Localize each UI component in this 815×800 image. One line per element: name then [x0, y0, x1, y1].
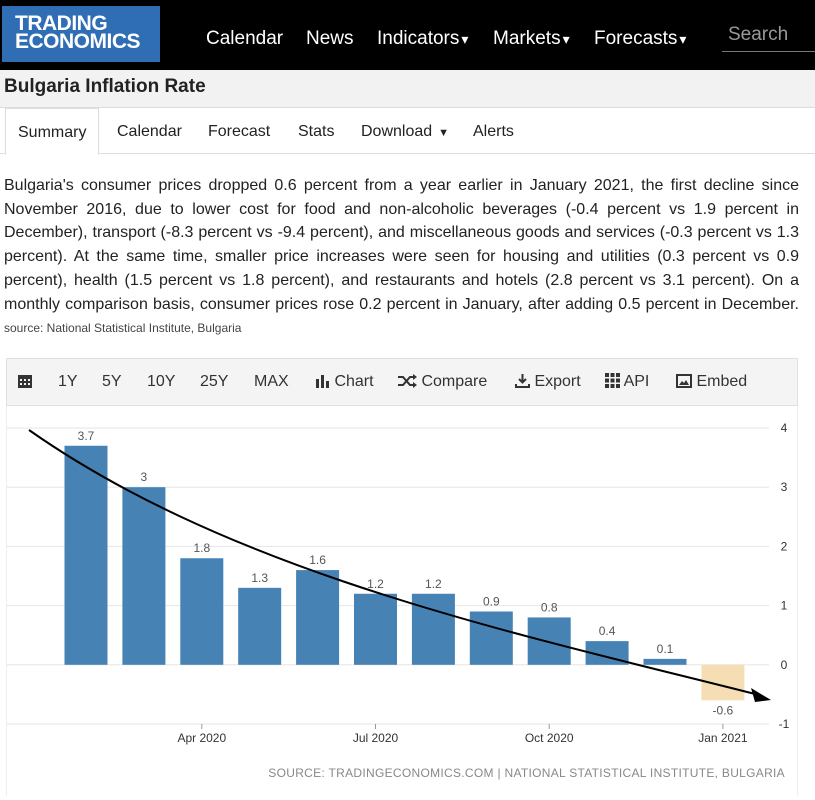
- embed-button[interactable]: Embed: [676, 373, 747, 391]
- export-button[interactable]: Export: [515, 373, 581, 391]
- shuffle-icon: [398, 374, 417, 388]
- bar: [643, 658, 687, 665]
- tab-forecast-label: Forecast: [208, 123, 271, 140]
- range-max-button[interactable]: MAX: [254, 373, 289, 390]
- trading-economics-logo[interactable]: TRADING ECONOMICS: [2, 6, 160, 62]
- logo-line-2: ECONOMICS: [15, 30, 141, 53]
- image-icon: [676, 374, 692, 388]
- bar: [122, 487, 166, 665]
- nav-markets-label: Markets: [493, 28, 561, 49]
- tab-stats-label: Stats: [298, 123, 335, 140]
- calendar-icon[interactable]: [17, 373, 33, 392]
- api-label: API: [623, 373, 650, 390]
- caret-down-icon: ▼: [438, 127, 450, 139]
- bar: [469, 611, 513, 665]
- section-tabs: Summary Calendar Forecast Stats Download…: [0, 108, 815, 155]
- data-label: 1.2: [425, 577, 442, 591]
- tab-summary-label: Summary: [18, 124, 87, 141]
- tab-calendar-label: Calendar: [117, 123, 182, 140]
- logo-line-1: TRADING: [15, 12, 108, 35]
- data-label: 0.9: [483, 595, 500, 609]
- trend-arrowhead: [751, 688, 771, 702]
- chart-source: SOURCE: TRADINGECONOMICS.COM | NATIONAL …: [268, 766, 785, 780]
- trend-arrow: [28, 429, 756, 695]
- tab-forecast[interactable]: Forecast: [208, 123, 270, 141]
- bar: [527, 617, 571, 665]
- api-button[interactable]: API: [605, 373, 649, 391]
- y-tick-label: 3: [781, 480, 788, 494]
- bar: [64, 445, 108, 665]
- bar: [411, 593, 455, 665]
- page-title-bar: Bulgaria Inflation Rate: [0, 70, 815, 108]
- x-tick-label: Apr 2020: [177, 731, 226, 745]
- x-tick-label: Jan 2021: [698, 731, 748, 745]
- data-label: 0.8: [541, 600, 558, 614]
- bar: [238, 587, 282, 665]
- download-icon: [515, 374, 530, 388]
- data-label: -0.6: [713, 703, 734, 717]
- grid-icon: [605, 373, 620, 388]
- chart-type-label: Chart: [334, 373, 374, 390]
- bar: [180, 558, 224, 665]
- range-1y-button[interactable]: 1Y: [58, 373, 78, 390]
- data-label: 3.7: [78, 429, 95, 443]
- nav-forecasts-label: Forecasts: [594, 28, 678, 49]
- search-placeholder: Search: [728, 24, 789, 45]
- chart-type-button[interactable]: Chart: [315, 373, 374, 391]
- bar: [296, 570, 340, 665]
- data-label: 1.3: [251, 571, 268, 585]
- nav-markets[interactable]: Markets ▾: [493, 28, 570, 50]
- range-5y-button[interactable]: 5Y: [102, 373, 122, 390]
- range-10y-button[interactable]: 10Y: [147, 373, 176, 390]
- nav-indicators[interactable]: Indicators ▾: [377, 28, 468, 50]
- y-tick-label: 2: [781, 539, 788, 553]
- bar: [354, 593, 397, 665]
- tab-summary[interactable]: Summary: [5, 108, 100, 155]
- top-navigation-bar: TRADING ECONOMICS Calendar News Indicato…: [0, 0, 815, 70]
- page-title: Bulgaria Inflation Rate: [4, 76, 206, 97]
- chevron-down-icon: ▾: [679, 31, 687, 47]
- data-label: 0.4: [599, 624, 616, 638]
- compare-button[interactable]: Compare: [397, 373, 487, 391]
- nav-indicators-label: Indicators: [377, 28, 460, 49]
- range-25y-button[interactable]: 25Y: [200, 373, 229, 390]
- y-tick-label: 1: [781, 599, 788, 613]
- data-label: 1.2: [367, 577, 384, 591]
- x-tick-label: Jul 2020: [353, 731, 399, 745]
- tab-alerts-label: Alerts: [473, 123, 514, 140]
- export-label: Export: [534, 373, 581, 390]
- chevron-down-icon: ▾: [562, 31, 570, 47]
- summary-text: Bulgaria's consumer prices dropped 0.6 p…: [4, 177, 799, 313]
- nav-calendar[interactable]: Calendar: [206, 28, 283, 50]
- bar-chart-icon: [316, 375, 329, 388]
- summary-source: source: National Statistical Institute, …: [4, 321, 242, 336]
- compare-label: Compare: [421, 373, 488, 390]
- y-tick-label: 4: [781, 421, 788, 435]
- inflation-bar-chart: 4 3 2 1 0 -1 3.7 3 1.8 1.3 1.6 1.2 1.2 0.9 0.8 0.4 0.1 -0…: [6, 406, 798, 796]
- x-tick-label: Oct 2020: [525, 731, 574, 745]
- search-input[interactable]: Search: [722, 24, 815, 52]
- summary-paragraph: Bulgaria's consumer prices dropped 0.6 p…: [4, 174, 799, 341]
- y-tick-label: 0: [781, 658, 788, 672]
- tab-stats[interactable]: Stats: [298, 123, 334, 141]
- y-tick-label: -1: [779, 717, 790, 731]
- tab-alerts[interactable]: Alerts: [473, 123, 514, 141]
- data-label: 1.6: [309, 553, 326, 567]
- chevron-down-icon: ▾: [461, 31, 469, 47]
- nav-news-label: News: [306, 28, 354, 49]
- tab-download-label: Download: [361, 123, 433, 140]
- data-label: 0.1: [657, 642, 674, 656]
- tab-download[interactable]: Download ▼: [361, 123, 449, 141]
- data-label: 1.8: [193, 541, 210, 555]
- nav-forecasts[interactable]: Forecasts ▾: [594, 28, 686, 50]
- chart-toolbar: 1Y 5Y 10Y 25Y MAX Chart Compare Export A…: [6, 358, 798, 406]
- data-label: 3: [141, 470, 148, 484]
- embed-label: Embed: [696, 373, 748, 390]
- nav-calendar-label: Calendar: [206, 28, 284, 49]
- tab-calendar[interactable]: Calendar: [117, 123, 182, 141]
- nav-news[interactable]: News: [306, 28, 354, 50]
- chart-svg: 4 3 2 1 0 -1 3.7 3 1.8 1.3 1.6 1.2 1.2 0.9 0.8 0.4 0.1 -0…: [7, 421, 790, 745]
